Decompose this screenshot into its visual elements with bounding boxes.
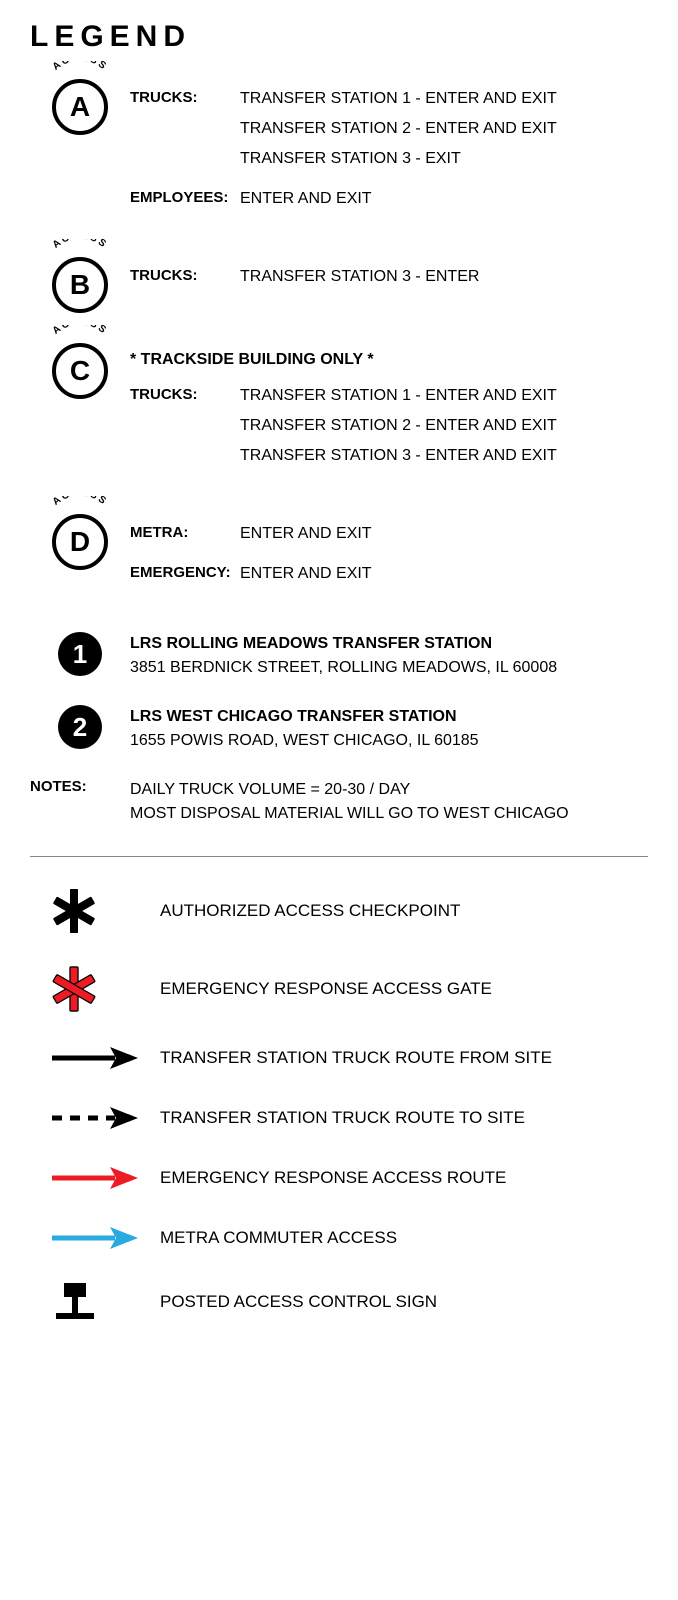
symbol-icon-cell — [30, 1283, 160, 1321]
symbol-row: AUTHORIZED ACCESS CHECKPOINT — [30, 887, 648, 935]
symbol-icon-cell — [30, 1103, 160, 1133]
symbol-row: EMERGENCY RESPONSE ACCESS GATE — [30, 965, 648, 1013]
sign-icon — [50, 1283, 100, 1321]
access-symbol: ACCESS D — [30, 514, 130, 570]
access-body: METRA:ENTER AND EXITEMERGENCY:ENTER AND … — [130, 514, 648, 602]
access-value: TRANSFER STATION 3 - EXIT — [240, 147, 648, 171]
access-label: TRUCKS: — [130, 87, 240, 111]
access-line: TRUCKS:TRANSFER STATION 1 - ENTER AND EX… — [130, 87, 648, 111]
symbol-label: METRA COMMUTER ACCESS — [160, 1228, 648, 1248]
access-label: EMERGENCY: — [130, 562, 240, 586]
symbol-label: TRANSFER STATION TRUCK ROUTE TO SITE — [160, 1108, 648, 1128]
access-line: TRANSFER STATION 3 - ENTER AND EXIT — [130, 444, 648, 468]
location-address: 3851 BERDNICK STREET, ROLLING MEADOWS, I… — [130, 656, 648, 680]
access-letter-circle: B — [52, 257, 108, 313]
symbol-icon-cell — [30, 1163, 160, 1193]
symbol-label: EMERGENCY RESPONSE ACCESS ROUTE — [160, 1168, 648, 1188]
access-value: TRANSFER STATION 3 - ENTER AND EXIT — [240, 444, 648, 468]
notes-label: NOTES: — [30, 778, 130, 826]
symbol-label: TRANSFER STATION TRUCK ROUTE FROM SITE — [160, 1048, 648, 1068]
access-line: EMERGENCY:ENTER AND EXIT — [130, 562, 648, 586]
access-label — [130, 414, 240, 438]
arrow-icon — [50, 1043, 140, 1073]
access-letter-circle: A — [52, 79, 108, 135]
access-value: ENTER AND EXIT — [240, 522, 648, 546]
symbol-row: TRANSFER STATION TRUCK ROUTE FROM SITE — [30, 1043, 648, 1073]
access-body: * TRACKSIDE BUILDING ONLY *TRUCKS:TRANSF… — [130, 343, 648, 484]
access-row-b: ACCESS B TRUCKS:TRANSFER STATION 3 - ENT… — [30, 257, 648, 313]
location-row: 1 LRS ROLLING MEADOWS TRANSFER STATION 3… — [30, 632, 648, 680]
arrow-icon — [50, 1163, 140, 1193]
symbol-icon-cell — [30, 965, 160, 1013]
divider — [30, 856, 648, 857]
access-label — [130, 117, 240, 141]
asterisk-icon — [50, 887, 98, 935]
access-letter-circle: C — [52, 343, 108, 399]
access-value: ENTER AND EXIT — [240, 187, 648, 211]
location-number-circle: 1 — [58, 632, 102, 676]
location-title: LRS WEST CHICAGO TRANSFER STATION — [130, 705, 648, 729]
arrow-icon — [50, 1103, 140, 1133]
access-label — [130, 444, 240, 468]
svg-text:ACCESS: ACCESS — [51, 61, 110, 73]
notes-line: DAILY TRUCK VOLUME = 20-30 / DAY — [130, 778, 648, 802]
symbol-icon-cell — [30, 1043, 160, 1073]
location-address: 1655 POWIS ROAD, WEST CHICAGO, IL 60185 — [130, 729, 648, 753]
symbol-label: AUTHORIZED ACCESS CHECKPOINT — [160, 901, 648, 921]
access-line: TRANSFER STATION 2 - ENTER AND EXIT — [130, 414, 648, 438]
access-value: TRANSFER STATION 2 - ENTER AND EXIT — [240, 414, 648, 438]
symbol-icon-cell — [30, 1223, 160, 1253]
access-value: TRANSFER STATION 2 - ENTER AND EXIT — [240, 117, 648, 141]
access-value: TRANSFER STATION 3 - ENTER — [240, 265, 648, 289]
location-row: 2 LRS WEST CHICAGO TRANSFER STATION 1655… — [30, 705, 648, 753]
location-number-circle: 2 — [58, 705, 102, 749]
access-row-c: ACCESS C * TRACKSIDE BUILDING ONLY * TRUC… — [30, 343, 648, 484]
location-body: LRS ROLLING MEADOWS TRANSFER STATION 385… — [130, 632, 648, 680]
svg-text:ACCESS: ACCESS — [51, 496, 110, 508]
symbol-row: METRA COMMUTER ACCESS — [30, 1223, 648, 1253]
symbol-row: EMERGENCY RESPONSE ACCESS ROUTE — [30, 1163, 648, 1193]
access-label — [130, 147, 240, 171]
access-line: METRA:ENTER AND EXIT — [130, 522, 648, 546]
symbol-label: EMERGENCY RESPONSE ACCESS GATE — [160, 979, 648, 999]
access-symbol: ACCESS A — [30, 79, 130, 135]
notes-body: DAILY TRUCK VOLUME = 20-30 / DAYMOST DIS… — [130, 778, 648, 826]
access-row-d: ACCESS D METRA:ENTER AND EXITEMERGENCY:E… — [30, 514, 648, 602]
access-line: EMPLOYEES:ENTER AND EXIT — [130, 187, 648, 211]
access-row-a: ACCESS A TRUCKS:TRANSFER STATION 1 - ENT… — [30, 79, 648, 227]
access-symbol: ACCESS C — [30, 343, 130, 399]
symbol-label: POSTED ACCESS CONTROL SIGN — [160, 1292, 648, 1312]
notes-row: NOTES: DAILY TRUCK VOLUME = 20-30 / DAYM… — [30, 778, 648, 826]
access-body: TRUCKS:TRANSFER STATION 1 - ENTER AND EX… — [130, 79, 648, 227]
location-body: LRS WEST CHICAGO TRANSFER STATION 1655 P… — [130, 705, 648, 753]
access-label: METRA: — [130, 522, 240, 546]
access-label: EMPLOYEES: — [130, 187, 240, 211]
access-label: TRUCKS: — [130, 265, 240, 289]
symbol-row: TRANSFER STATION TRUCK ROUTE TO SITE — [30, 1103, 648, 1133]
svg-text:ACCESS: ACCESS — [51, 239, 110, 251]
notes-line: MOST DISPOSAL MATERIAL WILL GO TO WEST C… — [130, 802, 648, 826]
access-value: TRANSFER STATION 1 - ENTER AND EXIT — [240, 384, 648, 408]
symbol-row: POSTED ACCESS CONTROL SIGN — [30, 1283, 648, 1321]
access-line: TRANSFER STATION 2 - ENTER AND EXIT — [130, 117, 648, 141]
asterisk-icon — [50, 965, 98, 1013]
access-value: TRANSFER STATION 1 - ENTER AND EXIT — [240, 87, 648, 111]
access-value: ENTER AND EXIT — [240, 562, 648, 586]
location-symbol: 2 — [30, 705, 130, 749]
access-line: TRANSFER STATION 3 - EXIT — [130, 147, 648, 171]
access-symbol: ACCESS B — [30, 257, 130, 313]
location-title: LRS ROLLING MEADOWS TRANSFER STATION — [130, 632, 648, 656]
access-letter-circle: D — [52, 514, 108, 570]
access-note: * TRACKSIDE BUILDING ONLY * — [130, 351, 648, 369]
svg-text:ACCESS: ACCESS — [51, 325, 110, 337]
access-line: TRUCKS:TRANSFER STATION 1 - ENTER AND EX… — [130, 384, 648, 408]
legend-title: LEGEND — [30, 20, 648, 54]
location-symbol: 1 — [30, 632, 130, 676]
access-body: TRUCKS:TRANSFER STATION 3 - ENTER — [130, 257, 648, 305]
symbol-icon-cell — [30, 887, 160, 935]
access-line: TRUCKS:TRANSFER STATION 3 - ENTER — [130, 265, 648, 289]
arrow-icon — [50, 1223, 140, 1253]
access-label: TRUCKS: — [130, 384, 240, 408]
